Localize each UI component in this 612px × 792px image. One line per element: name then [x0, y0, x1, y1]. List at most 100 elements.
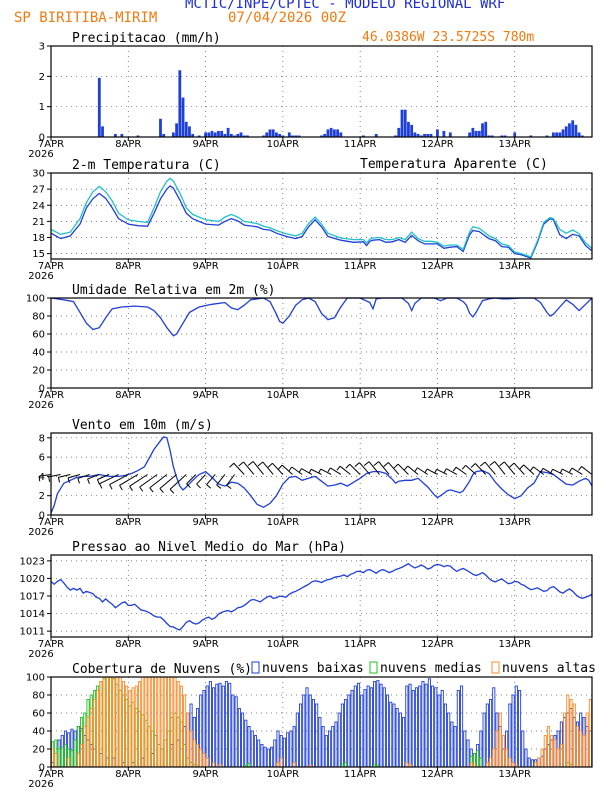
cloud-bar-1	[337, 712, 341, 768]
cloud-bar-1	[224, 681, 229, 768]
cloud-bar-1	[447, 712, 451, 768]
precip-bar	[233, 135, 236, 137]
cloud-bar-1	[450, 721, 454, 768]
coords-label: 46.0386W 23.5725S 780m	[362, 30, 535, 45]
cloud-bar-3	[102, 676, 106, 768]
wind-barb-flag	[267, 462, 273, 468]
wind-barb-flag	[383, 462, 389, 467]
precip-bar	[477, 130, 481, 137]
wind-barb-flag	[109, 484, 113, 490]
cloud-bar-3	[99, 681, 103, 768]
cloud-bar-1	[418, 685, 422, 768]
wind-barb-flag	[509, 462, 515, 468]
wind-barb	[359, 462, 371, 475]
xtick-label: 8APR	[115, 390, 141, 401]
precip-bar	[436, 129, 439, 137]
cloud-bar-1	[440, 690, 444, 768]
precip-bar	[332, 129, 336, 137]
ytick-label: 0	[39, 763, 45, 774]
cloud-bar-3	[566, 694, 570, 768]
wind-barb-flag	[247, 461, 254, 466]
xtick-label: 11APR	[344, 639, 377, 650]
xtick-label: 10APR	[267, 639, 300, 650]
cloud-bar-1	[340, 703, 344, 768]
cloud-bar-1	[408, 683, 412, 768]
precip-bar	[468, 132, 472, 137]
wind-barb-flag	[57, 477, 61, 483]
wind-barb-flag	[499, 461, 505, 467]
panel-frame	[50, 554, 593, 638]
xtick-label: 7APR	[38, 261, 64, 272]
cloud-bar-1	[276, 730, 280, 768]
wind-barb-flag	[257, 461, 264, 467]
wind-barb-flag	[67, 477, 70, 483]
wind-barb	[465, 464, 477, 475]
precip-bar	[287, 132, 291, 137]
precip-bar	[188, 126, 191, 137]
precip-bar	[297, 135, 301, 137]
cloud-bar-3	[553, 739, 557, 768]
wind-barb-flag	[550, 468, 554, 474]
cloud-bar-3	[141, 676, 145, 768]
precip-bar	[487, 135, 491, 137]
wind-barb-flag	[393, 463, 399, 469]
legend-label: nuvens baixas	[262, 661, 364, 676]
panel-title: Cobertura de Nuvens (%)	[72, 662, 252, 677]
cloud-bar-1	[414, 687, 419, 768]
cloud-bar-3	[121, 681, 125, 768]
precip-bar	[545, 135, 549, 137]
xtick-label: 10APR	[267, 261, 300, 272]
cloud-bar-3	[109, 676, 113, 768]
wind-barb	[397, 463, 409, 475]
xtick-label: 9APR	[192, 139, 218, 150]
ytick-label: 24	[32, 201, 45, 212]
cloud-bar-1	[489, 699, 493, 768]
precip-bar	[265, 132, 269, 137]
panel-frame	[50, 45, 593, 138]
wind-barb	[503, 461, 516, 475]
xtick-label: 13APR	[498, 139, 531, 150]
cloud-bar-1	[437, 694, 441, 768]
cloud-bar-3	[154, 676, 158, 768]
wind-barb-flag	[363, 461, 370, 467]
precip-bar	[278, 133, 282, 137]
precip-bar	[223, 133, 227, 137]
cloud-bar-1	[398, 712, 402, 768]
ytick-label: 20	[32, 745, 45, 756]
cloud-bar-3	[160, 676, 164, 768]
precip-bar	[374, 133, 378, 137]
wind-barb	[291, 466, 303, 475]
cloud-bar-1	[305, 687, 309, 768]
apparent-temp-line	[50, 177, 593, 258]
cloud-bar-3	[54, 753, 58, 768]
wind-barb-flag	[404, 465, 409, 471]
ytick-label: 1023	[20, 556, 45, 567]
series-line	[50, 297, 593, 337]
xtick-label: 13APR	[498, 261, 531, 272]
precip-bar	[114, 133, 117, 137]
location-label: SP BIRITIBA-MIRIM	[14, 10, 158, 26]
wind-barb	[97, 474, 110, 480]
precip-bar	[580, 135, 584, 137]
wind-barb	[552, 468, 564, 475]
cloud-bar-1	[434, 687, 438, 768]
wind-barb	[368, 461, 380, 475]
precip-bar	[551, 132, 555, 137]
precip-bar	[159, 118, 162, 137]
precip-bar	[236, 133, 240, 137]
cloud-bar-1	[524, 748, 528, 768]
wind-barb	[149, 474, 168, 489]
ytick-label: 1020	[20, 574, 45, 585]
year-label: 2026	[28, 527, 53, 538]
cloud-bar-2	[476, 750, 480, 768]
cloud-bar-1	[250, 730, 254, 768]
wind-barb-flag	[452, 466, 457, 472]
xtick-label: 10APR	[267, 139, 300, 150]
series-line	[50, 436, 593, 514]
cloud-bar-3	[569, 699, 573, 768]
precip-bar	[220, 130, 224, 137]
cloud-bar-1	[485, 703, 489, 768]
cloud-bar-1	[292, 726, 296, 768]
cloud-bar-3	[186, 712, 190, 768]
panel-1	[47, 45, 593, 141]
